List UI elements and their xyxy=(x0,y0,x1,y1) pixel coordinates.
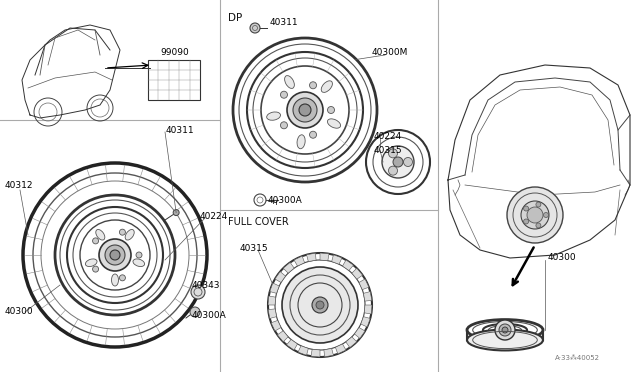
Circle shape xyxy=(190,307,200,317)
Circle shape xyxy=(388,149,397,158)
Ellipse shape xyxy=(96,230,105,240)
Ellipse shape xyxy=(328,119,340,128)
Circle shape xyxy=(287,92,323,128)
Text: 40300A: 40300A xyxy=(268,196,303,205)
Text: 40312: 40312 xyxy=(5,180,33,189)
Circle shape xyxy=(536,223,541,228)
Text: 40300: 40300 xyxy=(548,253,577,263)
Circle shape xyxy=(499,324,511,336)
Polygon shape xyxy=(320,253,329,261)
Circle shape xyxy=(250,23,260,33)
Polygon shape xyxy=(275,272,285,282)
Circle shape xyxy=(310,82,317,89)
Polygon shape xyxy=(355,327,365,339)
Ellipse shape xyxy=(267,112,280,120)
Text: 99090: 99090 xyxy=(160,48,189,57)
Text: 40315: 40315 xyxy=(240,244,269,253)
Bar xyxy=(148,60,200,100)
Circle shape xyxy=(280,91,287,98)
Circle shape xyxy=(316,301,324,309)
Text: 40300: 40300 xyxy=(5,308,34,317)
Circle shape xyxy=(310,131,317,138)
Circle shape xyxy=(328,106,335,113)
Circle shape xyxy=(543,212,548,218)
Ellipse shape xyxy=(305,292,313,301)
Polygon shape xyxy=(346,337,356,347)
Circle shape xyxy=(93,238,99,244)
Polygon shape xyxy=(294,256,305,266)
Polygon shape xyxy=(324,349,333,357)
Circle shape xyxy=(403,157,413,167)
Circle shape xyxy=(393,157,403,167)
Text: FULL COVER: FULL COVER xyxy=(228,217,289,227)
Circle shape xyxy=(105,245,125,265)
Ellipse shape xyxy=(330,300,337,310)
Ellipse shape xyxy=(285,76,294,89)
Polygon shape xyxy=(359,279,369,290)
Polygon shape xyxy=(284,262,294,273)
Polygon shape xyxy=(364,292,372,301)
Circle shape xyxy=(524,219,529,224)
Circle shape xyxy=(507,187,563,243)
Text: 40311: 40311 xyxy=(166,125,195,135)
Text: 40300M: 40300M xyxy=(372,48,408,57)
Circle shape xyxy=(282,267,358,343)
Text: 40300A: 40300A xyxy=(192,311,227,320)
Circle shape xyxy=(110,250,120,260)
Polygon shape xyxy=(361,317,370,327)
Text: 40224: 40224 xyxy=(374,131,403,141)
Polygon shape xyxy=(332,255,342,264)
Polygon shape xyxy=(277,331,288,342)
Text: DP: DP xyxy=(228,13,243,23)
Polygon shape xyxy=(352,268,363,279)
Circle shape xyxy=(93,266,99,272)
Polygon shape xyxy=(268,296,276,305)
Circle shape xyxy=(280,122,287,129)
Polygon shape xyxy=(270,283,279,294)
Polygon shape xyxy=(298,346,308,355)
Polygon shape xyxy=(342,260,353,270)
Polygon shape xyxy=(335,344,346,354)
Text: 40343: 40343 xyxy=(192,280,221,289)
Polygon shape xyxy=(307,253,316,262)
Circle shape xyxy=(527,207,543,223)
Ellipse shape xyxy=(111,274,118,286)
Text: A·33⁂40052: A·33⁂40052 xyxy=(555,355,600,361)
Ellipse shape xyxy=(467,330,543,350)
Circle shape xyxy=(173,209,179,216)
Circle shape xyxy=(524,206,529,211)
Circle shape xyxy=(536,202,541,207)
Circle shape xyxy=(120,275,125,281)
Ellipse shape xyxy=(297,135,305,149)
Ellipse shape xyxy=(319,315,329,322)
Circle shape xyxy=(521,201,549,229)
Ellipse shape xyxy=(319,288,329,295)
Polygon shape xyxy=(287,340,298,350)
Circle shape xyxy=(388,166,397,175)
Text: 40311: 40311 xyxy=(270,17,299,26)
Circle shape xyxy=(191,285,205,299)
Circle shape xyxy=(382,146,414,178)
Polygon shape xyxy=(311,349,320,357)
Circle shape xyxy=(495,320,515,340)
Polygon shape xyxy=(268,309,276,318)
Ellipse shape xyxy=(305,309,313,318)
Text: 40315: 40315 xyxy=(374,145,403,154)
Text: 40224: 40224 xyxy=(200,212,228,221)
Circle shape xyxy=(136,252,142,258)
Circle shape xyxy=(293,98,317,122)
Ellipse shape xyxy=(133,259,145,266)
Ellipse shape xyxy=(125,230,134,240)
Circle shape xyxy=(299,104,311,116)
Ellipse shape xyxy=(85,259,97,266)
Circle shape xyxy=(502,327,508,333)
Circle shape xyxy=(312,297,328,313)
Circle shape xyxy=(120,229,125,235)
Polygon shape xyxy=(364,305,372,314)
Ellipse shape xyxy=(321,81,332,92)
Polygon shape xyxy=(271,320,281,331)
Circle shape xyxy=(99,239,131,271)
